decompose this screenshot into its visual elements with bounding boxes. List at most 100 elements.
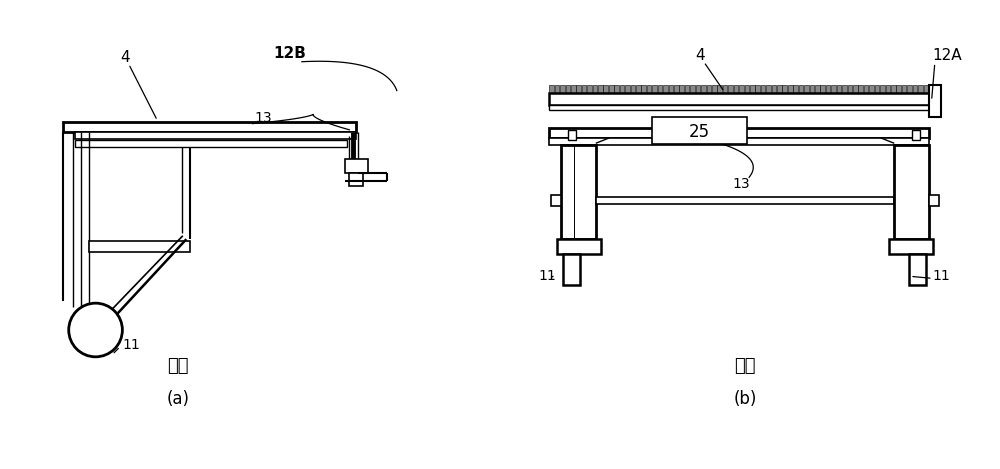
Bar	[858, 85, 863, 93]
Text: 13: 13	[732, 177, 750, 190]
Bar	[636, 85, 641, 93]
Bar	[793, 85, 798, 93]
Bar	[679, 85, 684, 93]
Bar	[864, 85, 868, 93]
Bar	[842, 85, 847, 93]
Bar	[571, 85, 576, 93]
Text: 11: 11	[539, 270, 556, 283]
Bar	[717, 85, 722, 93]
Bar	[728, 85, 733, 93]
Bar	[696, 85, 700, 93]
Bar	[815, 85, 820, 93]
Bar	[772, 85, 776, 93]
Bar	[853, 85, 858, 93]
Text: 11: 11	[933, 270, 951, 283]
Circle shape	[69, 303, 122, 357]
Text: (a): (a)	[167, 390, 190, 408]
Bar	[614, 85, 619, 93]
Bar	[929, 195, 939, 206]
Text: 側面: 側面	[167, 357, 189, 375]
Bar	[723, 85, 727, 93]
Bar	[658, 85, 662, 93]
Bar	[745, 85, 749, 93]
Bar	[566, 85, 570, 93]
Bar	[549, 93, 929, 105]
Bar	[75, 132, 356, 139]
Bar	[889, 239, 933, 254]
Bar	[549, 85, 554, 93]
Bar	[631, 85, 635, 93]
FancyBboxPatch shape	[652, 117, 747, 144]
Bar	[712, 85, 717, 93]
Bar	[701, 85, 706, 93]
Bar	[848, 85, 852, 93]
Bar	[826, 85, 830, 93]
Bar	[549, 128, 929, 138]
Text: 13: 13	[254, 111, 272, 125]
Bar	[563, 254, 580, 285]
Bar	[907, 85, 912, 93]
Bar	[690, 85, 695, 93]
Bar	[349, 173, 363, 186]
Bar	[625, 85, 630, 93]
Bar	[609, 85, 614, 93]
Text: 25: 25	[689, 123, 710, 141]
Bar	[912, 130, 920, 140]
Text: 4: 4	[120, 50, 130, 65]
Bar	[63, 121, 356, 132]
Bar	[918, 85, 923, 93]
Bar	[647, 85, 651, 93]
Bar	[820, 85, 825, 93]
Bar	[880, 85, 885, 93]
Text: 正面: 正面	[734, 357, 756, 375]
Bar	[766, 85, 771, 93]
Bar	[663, 85, 668, 93]
Bar	[875, 85, 879, 93]
Bar	[837, 85, 841, 93]
Bar	[596, 197, 894, 204]
Bar	[345, 159, 368, 173]
Bar	[576, 85, 581, 93]
Bar	[913, 85, 917, 93]
Bar	[89, 241, 190, 251]
Text: 12A: 12A	[933, 48, 962, 63]
Bar	[557, 239, 601, 254]
Text: 12B: 12B	[273, 45, 306, 61]
Bar	[902, 85, 906, 93]
Text: (b): (b)	[733, 390, 757, 408]
Bar	[75, 140, 347, 147]
Bar	[909, 254, 926, 285]
Bar	[641, 85, 646, 93]
Bar	[603, 85, 608, 93]
Bar	[674, 85, 679, 93]
Bar	[788, 85, 793, 93]
Bar	[894, 145, 929, 239]
Bar	[891, 85, 896, 93]
Bar	[810, 85, 814, 93]
Text: 4: 4	[695, 48, 705, 63]
Bar	[555, 85, 559, 93]
Bar	[734, 85, 738, 93]
Bar	[739, 85, 744, 93]
Bar	[831, 85, 836, 93]
Bar	[568, 130, 576, 140]
Bar	[750, 85, 755, 93]
Bar	[669, 85, 673, 93]
Bar	[549, 138, 929, 145]
Bar	[896, 85, 901, 93]
Bar	[924, 85, 928, 93]
Bar	[561, 145, 596, 239]
Bar	[587, 85, 592, 93]
Bar	[593, 85, 597, 93]
Bar	[777, 85, 782, 93]
Bar	[551, 195, 561, 206]
Bar	[799, 85, 803, 93]
Bar	[652, 85, 657, 93]
Bar	[755, 85, 760, 93]
Bar	[560, 85, 565, 93]
Bar	[707, 85, 711, 93]
Bar	[598, 85, 603, 93]
Bar	[582, 85, 586, 93]
Bar	[869, 85, 874, 93]
Bar	[620, 85, 624, 93]
